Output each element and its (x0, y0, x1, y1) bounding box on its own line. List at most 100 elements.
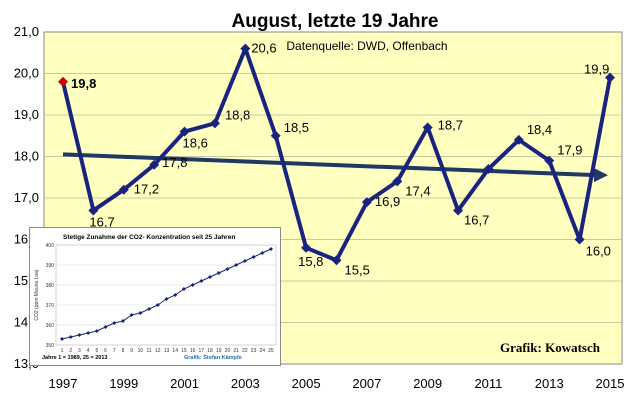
x-tick-label: 2013 (535, 376, 564, 391)
co2-x-tick: 19 (216, 348, 222, 354)
y-tick-label: 19,0 (14, 107, 39, 122)
data-point (209, 118, 220, 129)
trend-arrow-head (594, 168, 608, 183)
co2-data-point (225, 267, 230, 271)
chart-title: August, letzte 19 Jahre (232, 11, 439, 32)
data-label: 15,5 (345, 262, 370, 277)
trend-line (62, 152, 597, 178)
co2-inset-svg: Stetige Zunahme der CO2- Konzentration s… (34, 234, 277, 361)
co2-x-tick: 16 (190, 348, 196, 354)
data-labels: 19,8 16,7 17,217,8 18,6 18,8 20,6 18,5 15,8 15,5… (71, 41, 611, 278)
co2-plot-area (55, 244, 277, 346)
co2-x-tick: 14 (172, 348, 178, 354)
data-point (392, 176, 403, 187)
co2-data-point (120, 319, 125, 323)
co2-data-point (190, 283, 195, 287)
data-label: 15,8 (298, 254, 323, 269)
data-label: 18,5 (284, 120, 309, 135)
data-label: 17,8 (162, 155, 187, 170)
co2-x-tick: 6 (104, 348, 107, 354)
co2-data-point (129, 313, 134, 317)
data-point (149, 159, 160, 170)
data-label: 19,8 (71, 76, 96, 91)
co2-x-ticks: 1 2 3 4 5 6 7 8 9 10 11 12 13 14 15 16 17 18 19 20 21 22 23 24 2… (61, 348, 274, 354)
co2-data-point (216, 271, 221, 275)
co2-grid (56, 244, 276, 346)
data-label: 19,9 (584, 62, 609, 77)
co2-x-tick: 22 (242, 348, 248, 354)
chart-credit: Grafik: Kowatsch (500, 340, 601, 355)
co2-x-tick: 4 (87, 348, 90, 354)
co2-data-point (234, 263, 239, 267)
co2-data-point (68, 335, 73, 339)
data-point (574, 234, 585, 245)
co2-y-tick: 350 (46, 343, 55, 349)
data-point (361, 197, 372, 208)
x-tick-label: 2015 (596, 376, 625, 391)
co2-x-tick: 21 (233, 348, 239, 354)
data-label: 16,7 (464, 212, 489, 227)
x-tick-label: 2005 (292, 376, 321, 391)
co2-data-point (208, 275, 213, 279)
co2-y-tick: 360 (46, 323, 55, 329)
data-point (605, 72, 615, 83)
co2-y-tick: 400 (46, 243, 55, 249)
co2-credit: Grafik: Stefan Kämpfe (184, 355, 242, 361)
co2-x-tick: 3 (78, 348, 81, 354)
data-label: 20,6 (251, 41, 276, 56)
co2-x-tick: 13 (164, 348, 170, 354)
co2-data-point (164, 297, 169, 301)
data-point (544, 155, 555, 166)
co2-x-tick: 9 (130, 348, 133, 354)
co2-x-tick: 2 (69, 348, 72, 354)
co2-data-point (242, 259, 247, 263)
data-point (453, 205, 464, 216)
data-point (513, 134, 524, 145)
temperature-points (58, 43, 615, 266)
co2-data-point (155, 303, 160, 307)
co2-x-tick: 25 (268, 348, 274, 354)
y-tick-label: 18,0 (14, 149, 39, 164)
co2-data-point (181, 287, 186, 291)
data-label: 18,6 (183, 136, 208, 151)
co2-x-tick: 10 (138, 348, 144, 354)
co2-data-point (260, 251, 265, 255)
co2-y-ticks: 350 360 370 380 390 400 (46, 243, 55, 349)
co2-x-tick: 7 (113, 348, 116, 354)
data-label: 17,2 (134, 182, 159, 197)
x-tick-label: 2011 (474, 376, 502, 391)
data-label: 18,7 (438, 117, 463, 132)
data-label: 16,7 (89, 214, 114, 229)
co2-data-point (103, 325, 108, 329)
co2-data-point (173, 293, 178, 297)
x-axis-ticks: 1997 1999 2001 2003 2005 2007 2009 2011 2013 2015 (49, 376, 625, 391)
co2-data-point (86, 331, 91, 335)
data-point (270, 130, 281, 141)
co2-x-tick: 17 (199, 348, 205, 354)
chart-subtitle: Datenquelle: DWD, Offenbach (286, 39, 447, 53)
co2-points (60, 247, 273, 341)
co2-data-point (77, 333, 82, 337)
co2-x-tick: 1 (61, 348, 64, 354)
data-point (422, 122, 433, 133)
co2-data-point (60, 337, 64, 341)
co2-data-point (199, 279, 204, 283)
co2-x-tick: 24 (260, 348, 266, 354)
x-tick-label: 2003 (231, 376, 260, 391)
co2-x-tick: 20 (225, 348, 231, 354)
data-point (118, 184, 129, 195)
co2-footnote: Jahre 1 = 1989, 25 = 2013 (42, 355, 107, 361)
data-label: 16,0 (586, 244, 611, 259)
x-tick-label: 2009 (413, 376, 442, 391)
y-tick-label: 21,0 (14, 24, 39, 39)
co2-y-tick: 380 (46, 283, 55, 289)
co2-data-point (112, 321, 117, 325)
data-point (331, 255, 342, 266)
data-label: 18,8 (225, 107, 250, 122)
co2-x-tick: 18 (207, 348, 213, 354)
y-tick-label: 20,0 (14, 66, 39, 81)
co2-data-point (147, 307, 152, 311)
data-point (301, 242, 312, 253)
co2-data-point (269, 247, 273, 251)
co2-x-tick: 15 (181, 348, 187, 354)
